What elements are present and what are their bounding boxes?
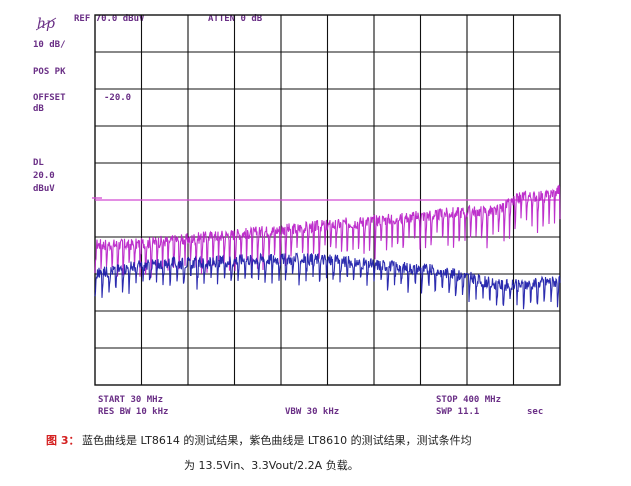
detector-label: POS PK	[33, 67, 66, 77]
limit-line-layer	[92, 197, 560, 201]
spectrum-trace-line	[94, 252, 561, 310]
sweep-time-unit: sec	[527, 407, 544, 417]
display-line-unit: dBuV	[33, 184, 55, 194]
display-line-value: 20.0	[33, 171, 55, 181]
stop-frequency-label: STOP 400 MHz	[436, 395, 502, 405]
spectrum-trace-series	[94, 184, 561, 278]
resolution-bandwidth-label: RES BW 10 kHz	[98, 407, 169, 417]
atten-label: ATTEN 0 dB	[208, 14, 263, 24]
spectrum-trace-series	[94, 252, 561, 310]
offset-label: OFFSET	[33, 93, 66, 103]
ref-level-label: REF 70.0 dBuV	[74, 14, 145, 24]
display-line-label: DL	[33, 158, 44, 168]
caption-line-1: 蓝色曲线是 LT8614 的测试结果，紫色曲线是 LT8610 的测试结果，测试…	[82, 434, 472, 447]
sweep-time-label: SWP 11.1	[436, 407, 480, 417]
caption-line-2: 为 13.5Vin、3.3Vout/2.2A 负载。	[184, 459, 359, 472]
offset-value: -20.0	[104, 93, 132, 103]
video-bandwidth-label: VBW 30 kHz	[285, 407, 340, 417]
series-layer	[94, 184, 561, 310]
figure-number: 图 3：	[46, 434, 80, 447]
spectrum-trace-line	[94, 184, 561, 278]
hp-logo: hp	[36, 16, 57, 32]
offset-unit-label: dB	[33, 104, 44, 114]
start-frequency-label: START 30 MHz	[98, 395, 164, 405]
scale-label: 10 dB/	[33, 40, 66, 50]
